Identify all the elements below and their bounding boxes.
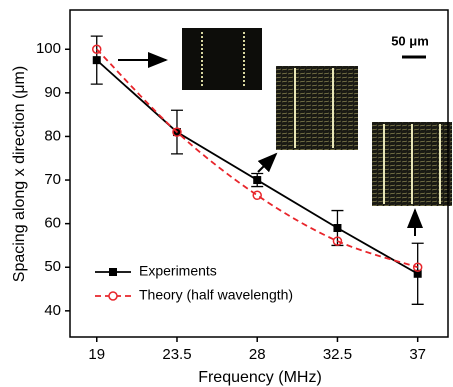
y-tick-label: 60 [44,215,61,232]
marker [253,191,261,199]
series-line [97,60,418,274]
y-tick-label: 80 [44,127,61,144]
y-axis-label: Spacing along x direction (μm) [11,66,28,282]
scale-label: 50 μm [391,33,429,48]
x-axis-label: Frequency (MHz) [198,369,322,386]
marker [93,56,101,64]
x-tick-label: 32.5 [323,346,352,363]
y-tick-label: 70 [44,171,61,188]
marker [333,224,341,232]
x-tick-label: 28 [249,346,266,363]
y-tick-label: 50 [44,258,61,275]
x-tick-label: 23.5 [162,346,191,363]
y-tick-label: 90 [44,84,61,101]
chart: 50 μm Frequency (MHz) Spacing along x di… [0,0,453,387]
legend-label: Theory (half wavelength) [139,287,293,303]
legend-marker [109,292,117,300]
legend-marker [109,268,117,276]
inset-1 [182,28,262,90]
inset-2 [276,66,358,150]
x-tick-label: 19 [88,346,105,363]
y-tick-label: 40 [44,302,61,319]
legend-label: Experiments [139,263,217,279]
arrow [258,154,276,172]
marker [253,176,261,184]
y-tick-label: 100 [36,40,61,57]
x-tick-label: 37 [409,346,426,363]
inset-3 [372,122,452,206]
